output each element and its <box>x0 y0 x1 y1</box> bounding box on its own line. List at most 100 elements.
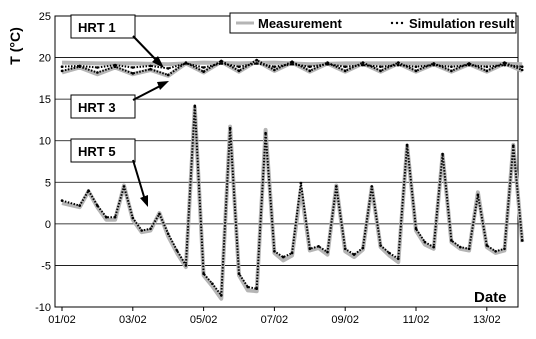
x-tick-label: 03/02 <box>119 314 147 326</box>
simulation-point-hrt3 <box>361 61 365 64</box>
annotation-hrt3: HRT 3 <box>70 81 169 119</box>
simulation-line-hrt1 <box>61 62 523 70</box>
simulation-point-hrt5 <box>184 264 188 267</box>
simulation-point-hrt3 <box>308 69 312 73</box>
simulation-point-hrt3 <box>273 68 276 72</box>
simulation-point-hrt3 <box>485 69 489 73</box>
simulation-point-hrt1 <box>60 65 64 68</box>
simulation-point-hrt3 <box>237 69 241 73</box>
simulation-series <box>60 58 524 297</box>
simulation-point-hrt1 <box>273 65 276 68</box>
simulation-point-hrt1 <box>220 62 223 65</box>
simulation-point-hrt3 <box>397 61 400 64</box>
x-tick-label: 13/02 <box>473 314 501 326</box>
simulation-point-hrt1 <box>166 67 170 70</box>
annotation-hrt5-box <box>70 138 136 163</box>
simulation-point-hrt3 <box>255 58 258 62</box>
simulation-point-hrt5 <box>476 193 480 197</box>
simulation-point-hrt1 <box>485 65 489 68</box>
simulation-point-hrt5 <box>78 204 81 207</box>
legend-simulation-label: Simulation result <box>409 16 515 31</box>
x-tick-label: 11/02 <box>403 314 430 326</box>
simulation-point-hrt5 <box>237 272 241 276</box>
simulation-point-hrt5 <box>326 250 329 254</box>
x-axis-label: Date <box>474 289 507 306</box>
simulation-point-hrt5 <box>299 181 303 185</box>
simulation-point-hrt5 <box>414 227 418 231</box>
simulation-point-hrt5 <box>423 240 427 244</box>
x-tick-labels: 01/02 03/02 05/02 07/02 09/02 11/02 13/02 <box>48 307 501 326</box>
simulation-point-hrt1 <box>503 63 506 67</box>
simulation-point-hrt5 <box>370 185 374 188</box>
annotation-hrt5-arrowhead <box>140 195 148 207</box>
simulation-point-hrt5 <box>175 249 179 252</box>
y-tick-label: -5 <box>41 260 51 272</box>
simulation-point-hrt5 <box>113 215 117 219</box>
y-tick-labels: -10 -5 0 5 10 15 20 25 <box>35 11 51 314</box>
simulation-point-hrt3 <box>414 69 418 73</box>
annotation-hrt3-box <box>70 94 136 119</box>
simulation-point-hrt5 <box>220 294 223 297</box>
simulation-point-hrt1 <box>520 65 524 68</box>
legend-simulation-swatch-3 <box>400 21 404 25</box>
simulation-point-hrt3 <box>131 72 135 75</box>
simulation-point-hrt3 <box>149 67 152 71</box>
simulation-point-hrt5 <box>166 232 170 236</box>
simulation-point-hrt5 <box>450 239 453 242</box>
simulation-point-hrt3 <box>184 61 188 64</box>
simulation-point-hrt5 <box>290 251 294 255</box>
annotation-hrt1: HRT 1 <box>70 14 164 68</box>
simulation-point-hrt1 <box>450 65 453 68</box>
simulation-point-hrt5 <box>255 287 258 291</box>
simulation-point-hrt3 <box>432 62 436 65</box>
simulation-point-hrt5 <box>228 126 232 130</box>
simulation-point-hrt5 <box>343 247 347 251</box>
simulation-point-hrt5 <box>264 131 267 135</box>
simulation-point-hrt5 <box>520 239 524 242</box>
simulation-point-hrt5 <box>352 253 356 256</box>
simulation-point-hrt1 <box>308 65 312 68</box>
annotation-hrt1-box <box>70 14 136 39</box>
simulation-point-hrt1 <box>397 63 400 67</box>
simulation-point-hrt1 <box>414 65 418 68</box>
simulation-point-hrt5 <box>379 244 382 247</box>
simulation-point-hrt3 <box>290 60 294 63</box>
simulation-point-hrt5 <box>317 245 320 248</box>
simulation-point-hrt3 <box>379 69 382 73</box>
y-tick-label: 5 <box>45 177 51 189</box>
simulation-point-hrt1 <box>237 65 241 68</box>
simulation-point-hrt3 <box>326 61 329 64</box>
simulation-point-hrt1 <box>255 62 258 65</box>
y-tick-label: 10 <box>39 136 51 148</box>
simulation-point-hrt3 <box>60 69 64 73</box>
simulation-point-hrt5 <box>140 229 143 232</box>
simulation-point-hrt5 <box>105 215 108 219</box>
simulation-point-hrt3 <box>520 68 524 72</box>
simulation-point-hrt5 <box>361 246 365 250</box>
simulation-point-hrt3 <box>450 69 453 73</box>
simulation-point-hrt3 <box>166 73 170 77</box>
simulation-line-hrt5 <box>61 104 524 297</box>
legend-simulation-swatch-1 <box>390 21 394 25</box>
simulation-point-hrt5 <box>397 257 400 261</box>
simulation-point-hrt5 <box>388 251 391 255</box>
simulation-point-hrt5 <box>211 282 214 286</box>
annotation-hrt3-label: HRT 3 <box>78 100 116 115</box>
simulation-point-hrt5 <box>158 212 161 216</box>
simulation-point-hrt5 <box>494 250 497 253</box>
simulation-point-hrt3 <box>220 59 223 63</box>
simulation-point-hrt5 <box>512 144 515 147</box>
simulation-point-hrt5 <box>273 250 276 253</box>
simulation-point-hrt3 <box>113 65 117 68</box>
simulation-point-hrt5 <box>459 245 462 249</box>
legend-box <box>229 12 517 34</box>
simulation-point-hrt1 <box>290 62 294 66</box>
simulation-point-hrt5 <box>335 185 338 188</box>
simulation-point-hrt3 <box>96 71 99 74</box>
simulation-point-hrt1 <box>131 66 135 69</box>
simulation-point-hrt5 <box>441 152 444 156</box>
simulation-point-hrt3 <box>503 61 506 64</box>
simulation-point-hrt5 <box>149 227 152 231</box>
simulation-point-hrt5 <box>467 247 471 251</box>
